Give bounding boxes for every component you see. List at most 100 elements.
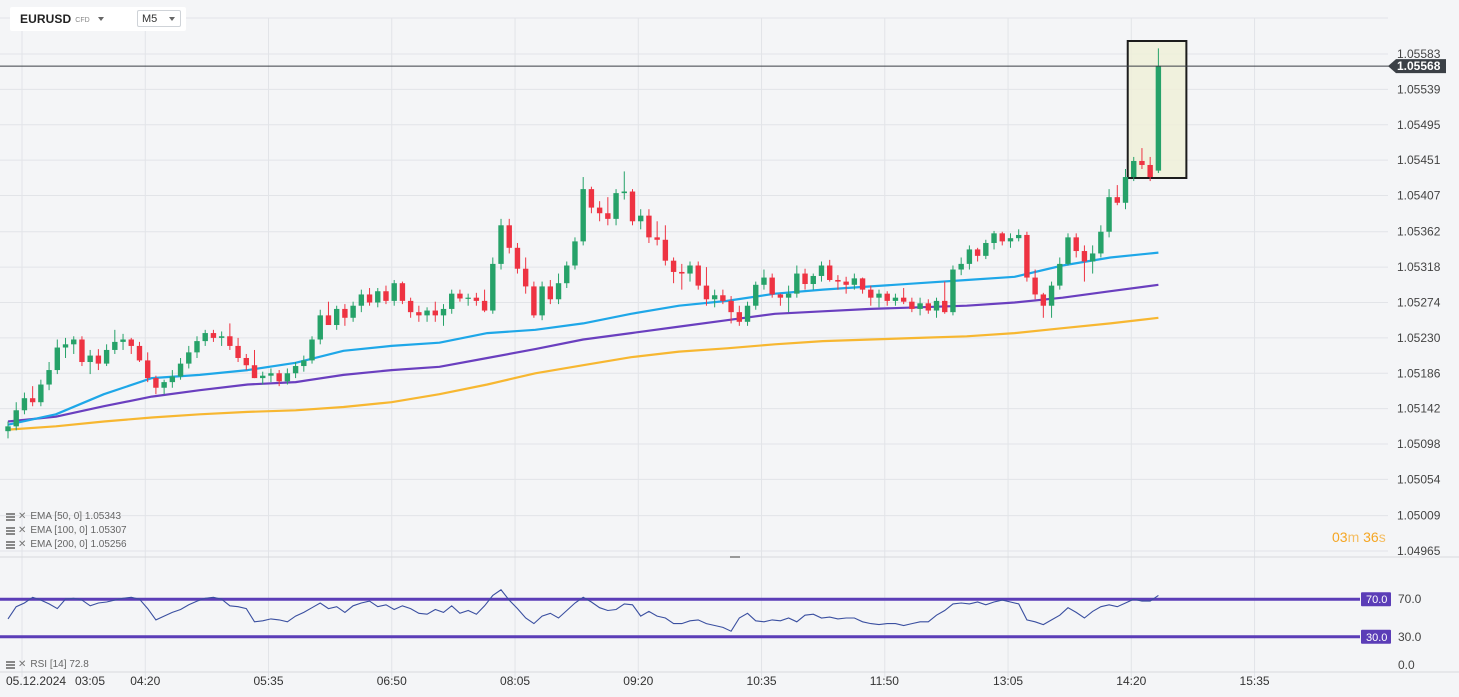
candle-body [991,233,997,243]
candle-body [218,336,225,338]
candle-body [769,277,775,295]
candle-body [703,285,710,300]
current-price-tag [1388,59,1446,74]
candle-body [522,268,529,287]
candle-body [1015,234,1022,239]
candle-body [818,265,825,276]
indicator-settings-icon[interactable] [6,540,16,549]
candle-body [1024,234,1030,278]
candle-body [128,339,134,346]
candle-body [465,297,471,299]
candle-body [457,293,463,299]
candle-body [235,345,241,358]
symbol-label: EURUSD [20,12,72,26]
close-icon[interactable]: ✕ [18,659,27,670]
y-tick-label: 1.05362 [1397,225,1441,239]
countdown-minutes-unit: m [1347,529,1360,545]
candle-body [1065,237,1071,264]
indicator-label: EMA [200, 0] [30,539,88,550]
indicator-legend-ema200[interactable]: ✕ EMA [200, 0] 1.05256 [6,539,127,550]
indicator-legend-rsi[interactable]: ✕ RSI [14] 72.8 [6,659,89,670]
candle-body [1007,238,1014,242]
candle-body [785,293,792,298]
candle-body [342,308,348,318]
candle-body [1098,231,1104,254]
candle-body [638,215,644,222]
candle-body [1155,66,1162,171]
y-tick-label: 1.04965 [1397,544,1441,558]
candle-body [966,249,973,264]
candle-body [1040,294,1047,306]
candle-body [136,345,143,361]
symbol-selector[interactable]: EURUSD CFD [10,12,104,26]
x-axis-tick-label: 08:05 [500,674,530,688]
candle-body [531,286,537,316]
candle-body [202,333,208,342]
candle-body [613,193,619,219]
candle-body [186,352,192,364]
candle-body [572,241,578,266]
rsi-y-tick-label: 30.0 [1398,630,1422,644]
candle-body [662,239,669,261]
candle-body [884,293,890,301]
candle-body [1048,285,1055,306]
candle-body [802,273,808,285]
candle-body [670,260,677,272]
indicator-legend-ema100[interactable]: ✕ EMA [100, 0] 1.05307 [6,525,127,536]
candle-body [1032,277,1038,295]
candle-body [892,297,899,301]
chevron-down-icon [169,17,175,21]
instrument-toolbar: EURUSD CFD M5 [10,7,186,31]
candle-body [794,273,800,294]
candle-body [210,333,217,338]
candle-body [95,355,102,364]
candle-body [243,357,249,366]
y-tick-label: 1.05583 [1397,47,1441,61]
candle-body [736,312,743,322]
candle-body [744,305,751,322]
candle-body [103,349,110,364]
candle-body [711,295,718,300]
rsi-line [7,589,1159,632]
indicator-settings-icon[interactable] [6,526,16,535]
y-tick-label: 1.05451 [1397,153,1441,167]
candle-body [416,312,422,316]
close-icon[interactable]: ✕ [18,511,27,522]
indicator-legend-ema50[interactable]: ✕ EMA [50, 0] 1.05343 [6,511,121,522]
candle-body [309,339,315,361]
candle-body [1081,251,1088,262]
rsi-level-tag [1361,629,1391,644]
candle-body [720,295,726,301]
candle-body [161,382,167,388]
x-axis-tick-label: 06:50 [377,674,407,688]
indicator-settings-icon[interactable] [6,512,16,521]
rsi-y-tick-label: 0.0 [1398,658,1415,672]
candle-body [810,275,816,285]
candle-body [46,370,52,385]
candle-body [514,247,521,269]
close-icon[interactable]: ✕ [18,539,27,550]
candle-body [588,189,595,208]
x-axis-tick-label: 09:20 [623,674,653,688]
close-icon[interactable]: ✕ [18,525,27,536]
candle-body [999,233,1005,242]
candle-body [1122,177,1129,203]
rsi-level-label: 30.0 [1366,632,1387,644]
candle-body [169,376,176,383]
timeframe-select[interactable]: M5 [137,10,181,27]
instrument-type-label: CFD [75,16,90,24]
candle-body [925,303,932,311]
candle-body [1089,253,1096,262]
candle-body [876,293,882,298]
candle-body [851,278,858,285]
candle-body [933,300,940,311]
candle-body [276,373,282,382]
indicator-settings-icon[interactable] [6,660,16,669]
y-tick-label: 1.05142 [1397,402,1441,416]
y-tick-label: 1.05407 [1397,189,1441,203]
y-tick-label: 1.05495 [1397,118,1441,132]
x-axis-tick-label: 05:35 [254,674,284,688]
candle-body [375,291,381,303]
